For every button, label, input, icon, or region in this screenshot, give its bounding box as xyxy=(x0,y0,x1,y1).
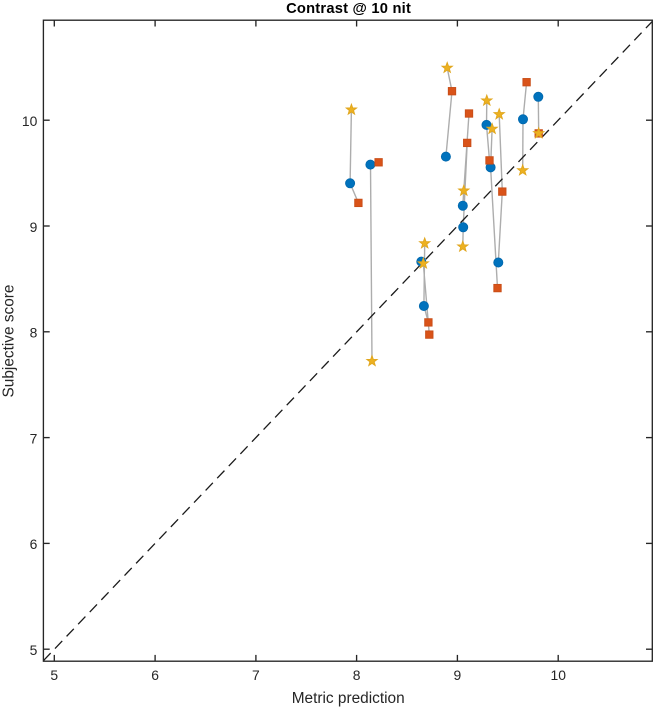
svg-text:Contrast @ 10 nit: Contrast @ 10 nit xyxy=(286,1,411,17)
svg-text:10: 10 xyxy=(22,113,38,129)
svg-text:7: 7 xyxy=(252,667,260,683)
svg-text:7: 7 xyxy=(30,430,38,446)
svg-text:Subjective score: Subjective score xyxy=(0,285,17,398)
svg-text:8: 8 xyxy=(353,667,361,683)
svg-text:5: 5 xyxy=(30,642,38,658)
svg-text:5: 5 xyxy=(50,667,58,683)
svg-text:9: 9 xyxy=(454,667,462,683)
svg-text:Metric prediction: Metric prediction xyxy=(292,690,405,707)
svg-text:10: 10 xyxy=(550,667,566,683)
svg-text:9: 9 xyxy=(30,219,38,235)
svg-text:6: 6 xyxy=(151,667,159,683)
svg-text:6: 6 xyxy=(30,536,38,552)
svg-text:8: 8 xyxy=(30,325,38,341)
